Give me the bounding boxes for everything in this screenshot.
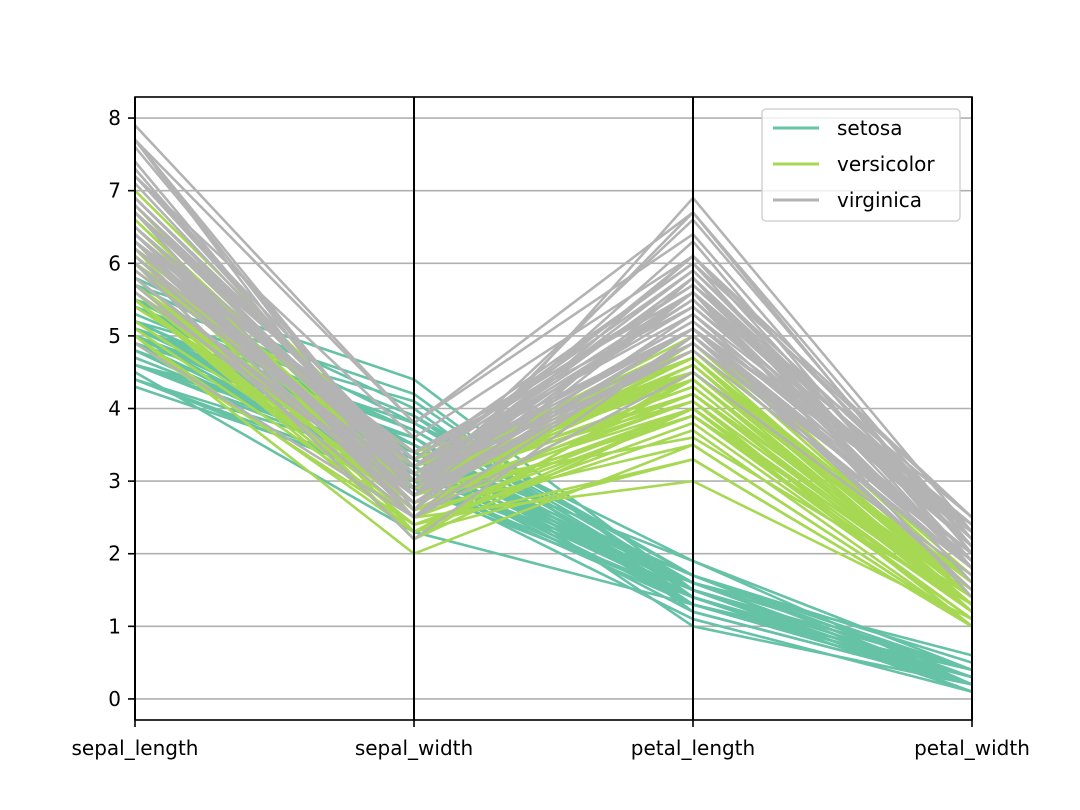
series-line-virginica-6 (134, 342, 973, 577)
series-line-virginica-32 (134, 233, 973, 541)
series-line-virginica-19 (134, 262, 973, 591)
y-axis-ticks: 0 1 2 3 4 5 6 7 8 (108, 106, 135, 711)
legend-box (761, 108, 961, 222)
series-line-versicolor-39 (134, 298, 973, 606)
y-tick-label: 4 (108, 397, 121, 421)
y-tick-label: 3 (108, 469, 121, 493)
series-line-virginica-22 (133, 139, 974, 555)
data-lines (133, 124, 974, 693)
series-line-versicolor-48 (134, 327, 973, 621)
series-virginica (133, 124, 974, 599)
series-line-versicolor-43 (134, 334, 973, 628)
series-line-virginica-44 (134, 211, 973, 519)
x-axis-labels: sepal_length sepal_width petal_length petal… (72, 720, 1030, 760)
x-tick-label: petal_width (914, 736, 1030, 760)
x-tick-label: petal_length (631, 736, 755, 760)
legend-label: setosa (837, 116, 902, 140)
y-tick-label: 6 (108, 251, 121, 275)
y-tick-label: 5 (108, 324, 121, 348)
series-line-virginica-17 (134, 138, 973, 541)
series-line-virginica-42 (134, 276, 973, 562)
y-tick-label: 2 (108, 542, 121, 566)
series-line-virginica-48 (134, 247, 973, 533)
y-tick-label: 1 (108, 614, 121, 638)
legend: setosa versicolor virginica (761, 108, 961, 222)
series-line-virginica-9 (134, 175, 973, 519)
gridlines (135, 117, 972, 700)
legend-label: versicolor (837, 152, 935, 176)
series-line-virginica-47 (134, 226, 973, 555)
series-line-virginica-40 (134, 211, 973, 526)
series-line-virginica-49 (134, 269, 973, 570)
x-tick-label: sepal_length (72, 736, 199, 760)
y-tick-label: 7 (108, 179, 121, 203)
series-line-versicolor-31 (134, 298, 973, 628)
y-tick-label: 8 (108, 106, 121, 130)
x-tick-label: sepal_width (355, 736, 473, 760)
legend-label: virginica (837, 188, 922, 212)
y-tick-label: 0 (108, 687, 121, 711)
